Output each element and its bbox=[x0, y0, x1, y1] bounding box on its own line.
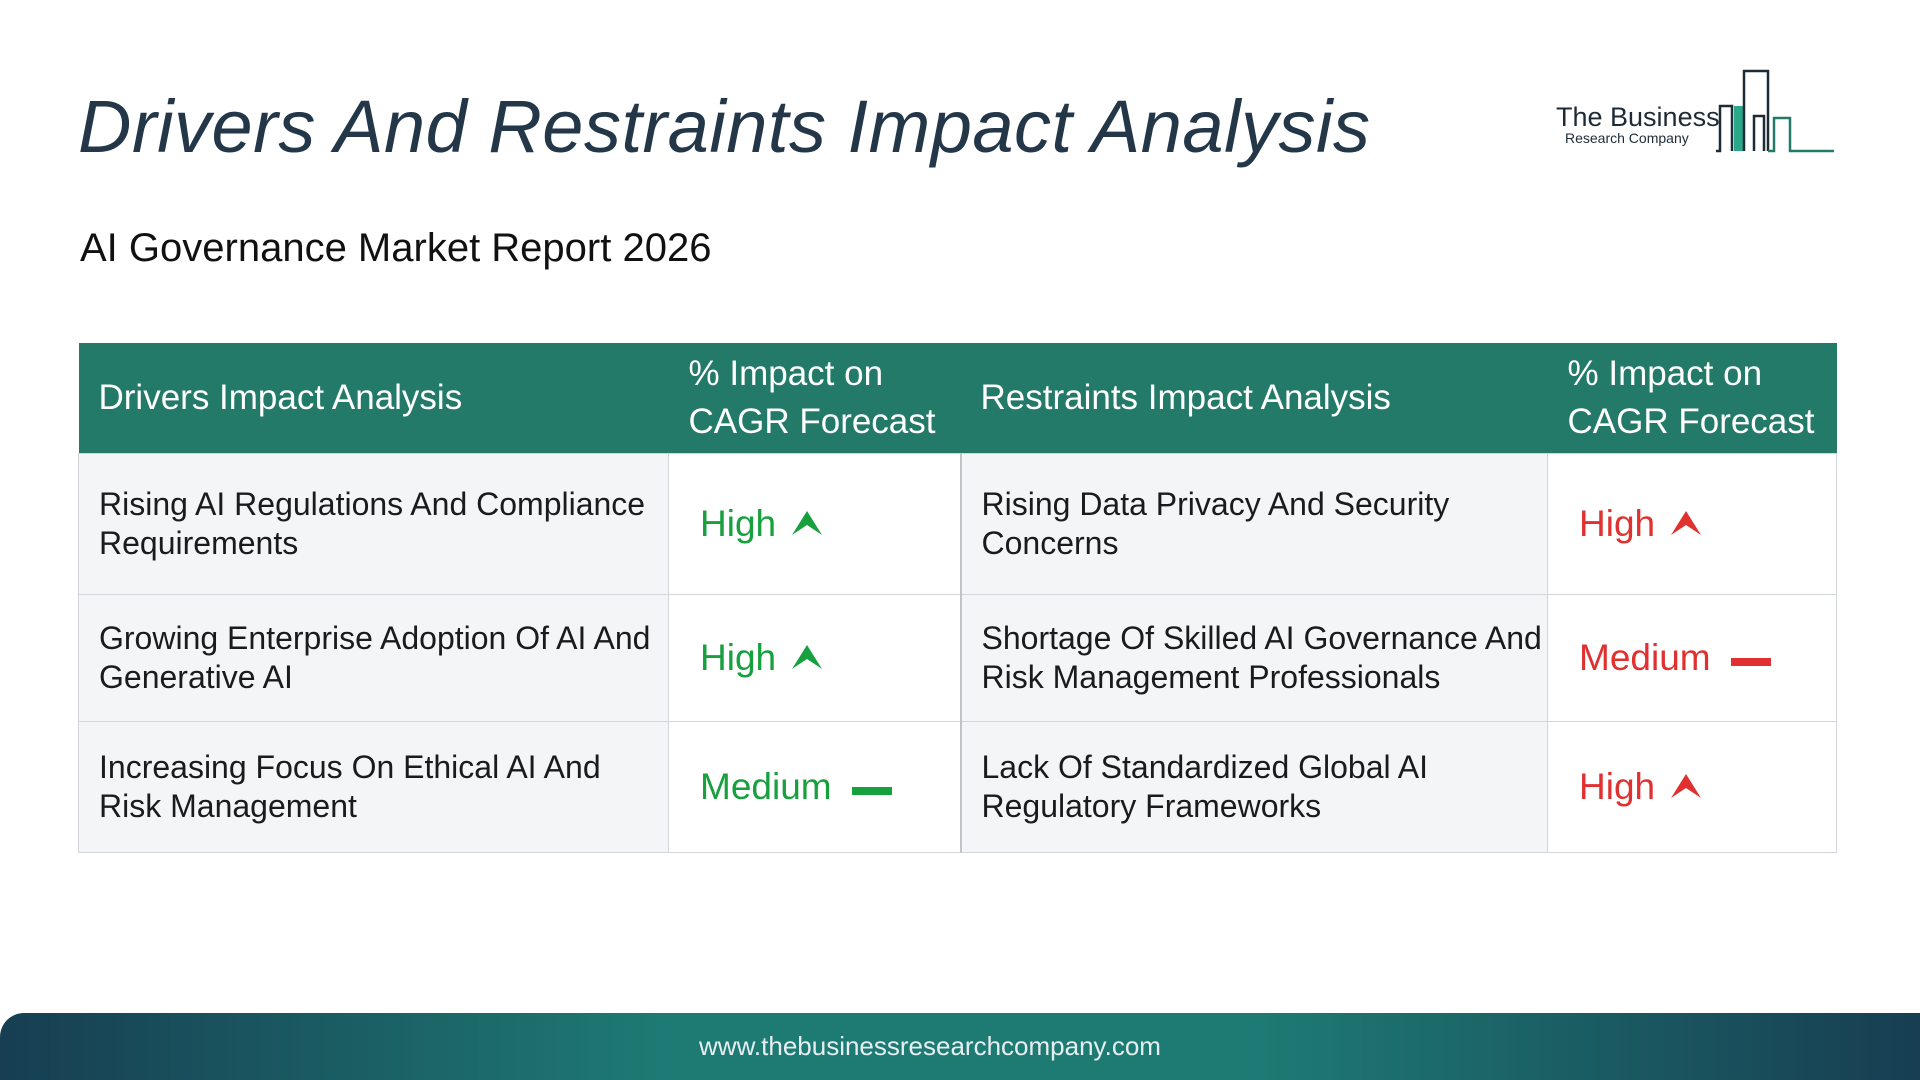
impact-label: Medium bbox=[700, 765, 832, 807]
company-logo: The Business Research Company bbox=[1556, 66, 1836, 156]
arrow-up-icon bbox=[1671, 774, 1702, 798]
impact-level: High bbox=[700, 638, 824, 677]
header-restraint-impact: % Impact on CAGR Forecast bbox=[1547, 343, 1837, 454]
arrow-up-icon bbox=[1671, 511, 1702, 535]
restraint-impact-cell: High bbox=[1547, 721, 1837, 853]
header-drivers: Drivers Impact Analysis bbox=[78, 343, 669, 454]
page-title: Drivers And Restraints Impact Analysis bbox=[78, 85, 1371, 168]
impact-level: Medium bbox=[700, 767, 892, 806]
report-subtitle: AI Governance Market Report 2026 bbox=[80, 226, 712, 270]
restraint-impact-cell: Medium bbox=[1547, 594, 1837, 722]
driver-impact-cell: High bbox=[668, 453, 961, 595]
restraint-cell: Lack Of Standardized Global AI Regulator… bbox=[959, 721, 1548, 853]
impact-level: High bbox=[1579, 504, 1703, 543]
table-row: Rising AI Regulations And Compliance Req… bbox=[78, 453, 1837, 595]
logo-text-secondary: Research Company bbox=[1565, 130, 1689, 146]
driver-cell: Increasing Focus On Ethical AI And Risk … bbox=[78, 721, 669, 853]
impact-label: Medium bbox=[1579, 636, 1711, 678]
arrow-up-icon bbox=[792, 511, 823, 535]
restraint-impact-cell: High bbox=[1547, 453, 1837, 595]
footer-bar: www.thebusinessresearchcompany.com bbox=[0, 1013, 1920, 1080]
header-restraints: Restraints Impact Analysis bbox=[960, 343, 1548, 454]
driver-impact-cell: Medium bbox=[668, 721, 961, 853]
impact-label: High bbox=[700, 636, 777, 678]
dash-icon bbox=[851, 787, 892, 795]
table-header-row: Drivers Impact Analysis % Impact on CAGR… bbox=[78, 343, 1837, 454]
impact-label: High bbox=[700, 502, 777, 544]
header-driver-impact: % Impact on CAGR Forecast bbox=[668, 343, 961, 454]
arrow-up-icon bbox=[792, 645, 823, 669]
driver-cell: Growing Enterprise Adoption Of AI And Ge… bbox=[78, 594, 669, 722]
restraint-cell: Shortage Of Skilled AI Governance And Ri… bbox=[959, 594, 1548, 722]
impact-label: High bbox=[1579, 765, 1656, 807]
dash-icon bbox=[1730, 658, 1771, 666]
driver-impact-cell: High bbox=[668, 594, 961, 722]
impact-table: Drivers Impact Analysis % Impact on CAGR… bbox=[78, 343, 1837, 853]
driver-cell: Rising AI Regulations And Compliance Req… bbox=[78, 453, 669, 595]
table-row: Growing Enterprise Adoption Of AI And Ge… bbox=[78, 594, 1837, 722]
impact-level: High bbox=[700, 504, 824, 543]
impact-label: High bbox=[1579, 502, 1656, 544]
logo-bars-icon bbox=[1716, 69, 1834, 153]
table-row: Increasing Focus On Ethical AI And Risk … bbox=[78, 721, 1837, 853]
logo-text-primary: The Business bbox=[1556, 102, 1720, 132]
restraint-cell: Rising Data Privacy And Security Concern… bbox=[959, 453, 1548, 595]
impact-level: Medium bbox=[1579, 638, 1771, 677]
impact-level: High bbox=[1579, 767, 1703, 806]
footer-url-link[interactable]: www.thebusinessresearchcompany.com bbox=[699, 1031, 1161, 1061]
